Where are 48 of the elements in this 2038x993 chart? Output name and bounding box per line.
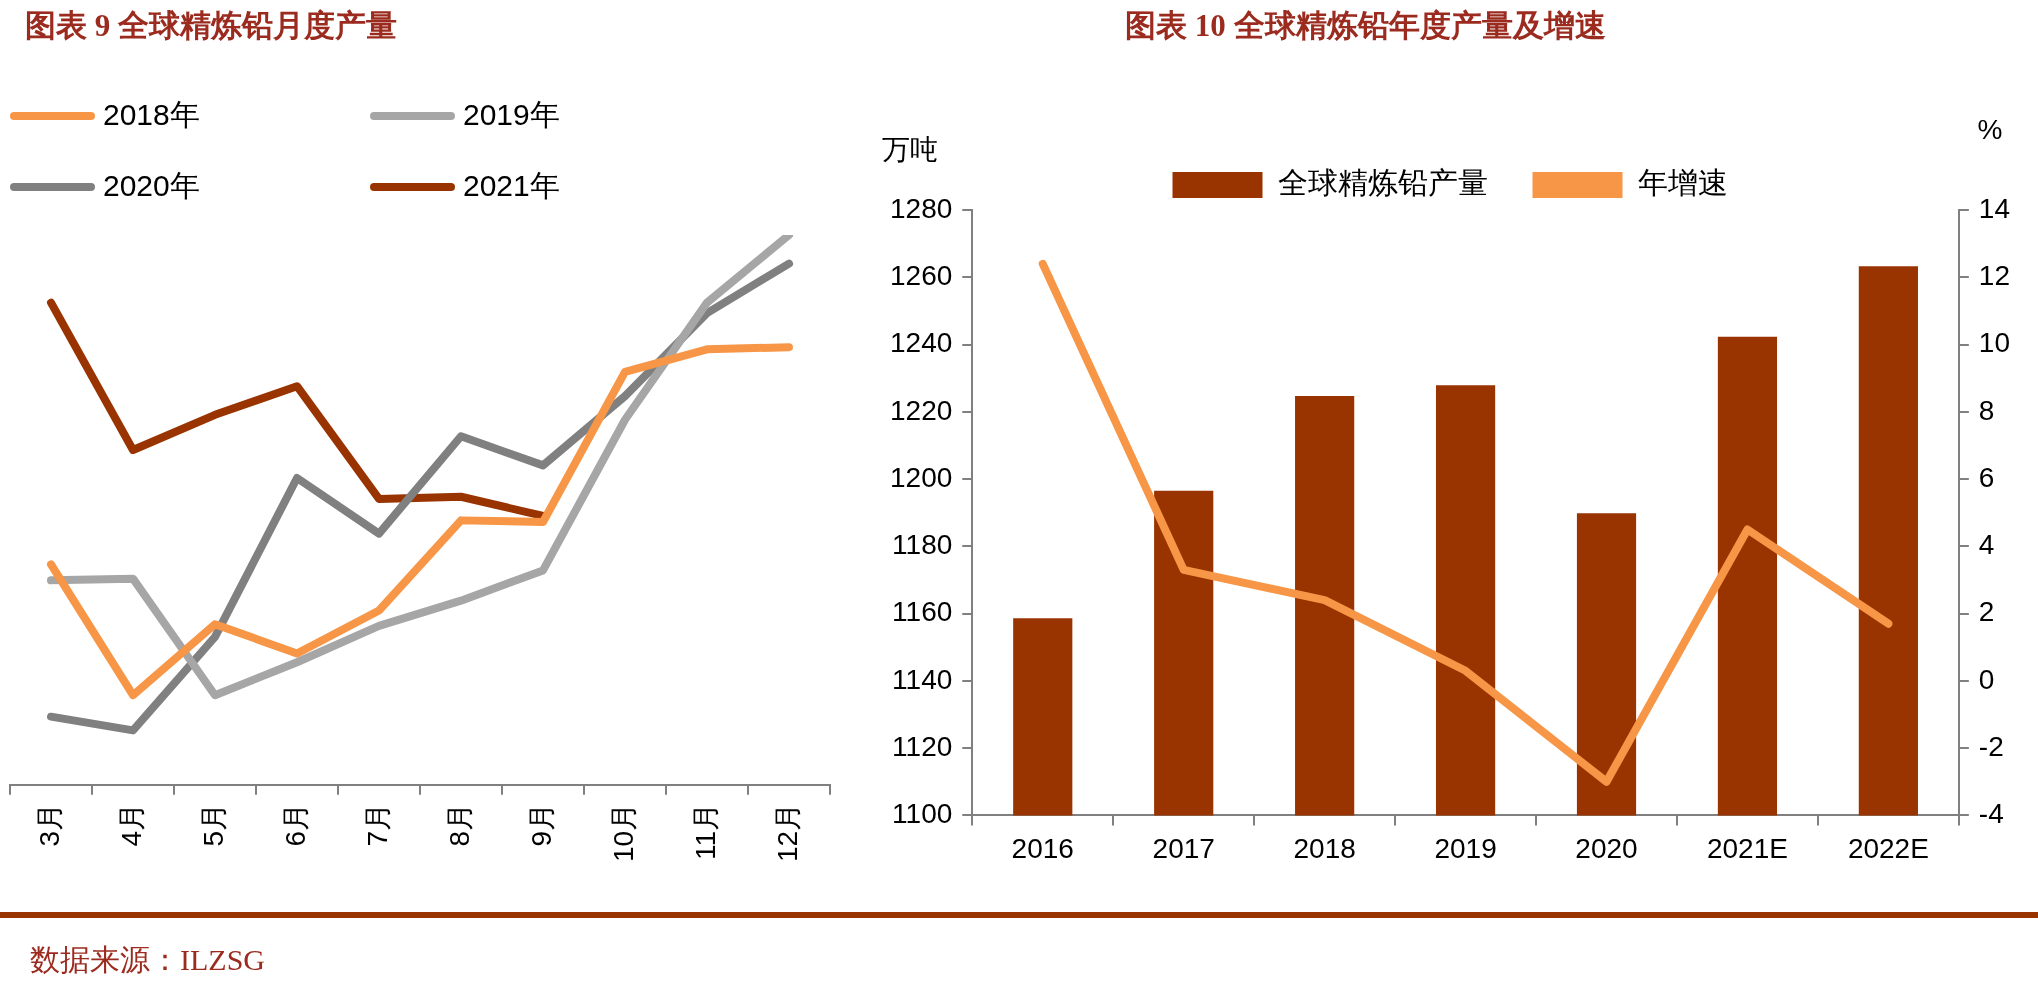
y2-tick-label: -4 [1978, 798, 2004, 830]
x-tick-label: 5月 [197, 802, 229, 847]
y-tick-label: 1100 [892, 798, 953, 830]
legend-label: 全球精炼铅产量 [1277, 166, 1488, 200]
y-tick-label: 1240 [889, 327, 953, 359]
y2-tick-label: 10 [1978, 327, 2011, 359]
x-tick-label: 11月 [689, 802, 721, 860]
y-tick-label: 1180 [892, 529, 953, 561]
x-tick-label: 2017 [1152, 832, 1215, 864]
y-tick-label: 1220 [889, 394, 953, 426]
x-tick-label: 2018 [1293, 832, 1356, 864]
y2-tick-label: 0 [1978, 663, 1995, 695]
x-tick-label: 2020 [1575, 832, 1638, 864]
x-tick-label: 4月 [115, 802, 147, 847]
y-tick-label: 1140 [892, 663, 953, 695]
y-tick-label: 1160 [892, 596, 953, 628]
y2-tick-label: 12 [1978, 259, 2011, 291]
x-tick-label: 7月 [361, 802, 393, 847]
legend-label: 年增速 [1637, 166, 1728, 200]
y-tick-label: 1200 [889, 461, 953, 493]
y2-axis-title: % [1977, 113, 2003, 145]
chart-title: 图表 9 全球精炼铅月度产量 [25, 7, 397, 45]
y-tick-label: 1120 [892, 730, 953, 762]
y2-tick-label: 6 [1978, 461, 1995, 493]
y-axis-title: 万吨 [882, 133, 938, 165]
legend-label: 2020年 [103, 168, 200, 204]
chart-title: 图表 10 全球精炼铅年度产量及增速 [1125, 7, 1606, 45]
x-tick-label: 8月 [443, 802, 475, 847]
y2-tick-label: 14 [1978, 192, 2011, 224]
x-tick-label: 6月 [279, 802, 311, 847]
x-tick-label: 2022E [1847, 832, 1929, 864]
x-tick-label: 2016 [1011, 832, 1074, 864]
y2-tick-label: -2 [1978, 730, 2004, 762]
x-tick-label: 10月 [607, 802, 639, 863]
x-tick-label: 2019 [1434, 832, 1497, 864]
x-tick-label: 2021E [1706, 832, 1788, 864]
y2-tick-label: 2 [1978, 596, 1995, 628]
x-tick-label: 3月 [33, 802, 65, 847]
y2-tick-label: 8 [1978, 394, 1995, 426]
x-tick-label: 9月 [525, 802, 557, 847]
x-tick-label: 12月 [771, 802, 803, 863]
legend-label: 2019年 [463, 97, 560, 133]
y-tick-label: 1260 [889, 259, 953, 291]
y2-tick-label: 4 [1978, 529, 1995, 561]
legend-label: 2021年 [463, 168, 560, 204]
source-note: 数据来源：ILZSG [30, 942, 265, 978]
y-tick-label: 1280 [889, 192, 953, 224]
legend-label: 2018年 [103, 97, 200, 133]
